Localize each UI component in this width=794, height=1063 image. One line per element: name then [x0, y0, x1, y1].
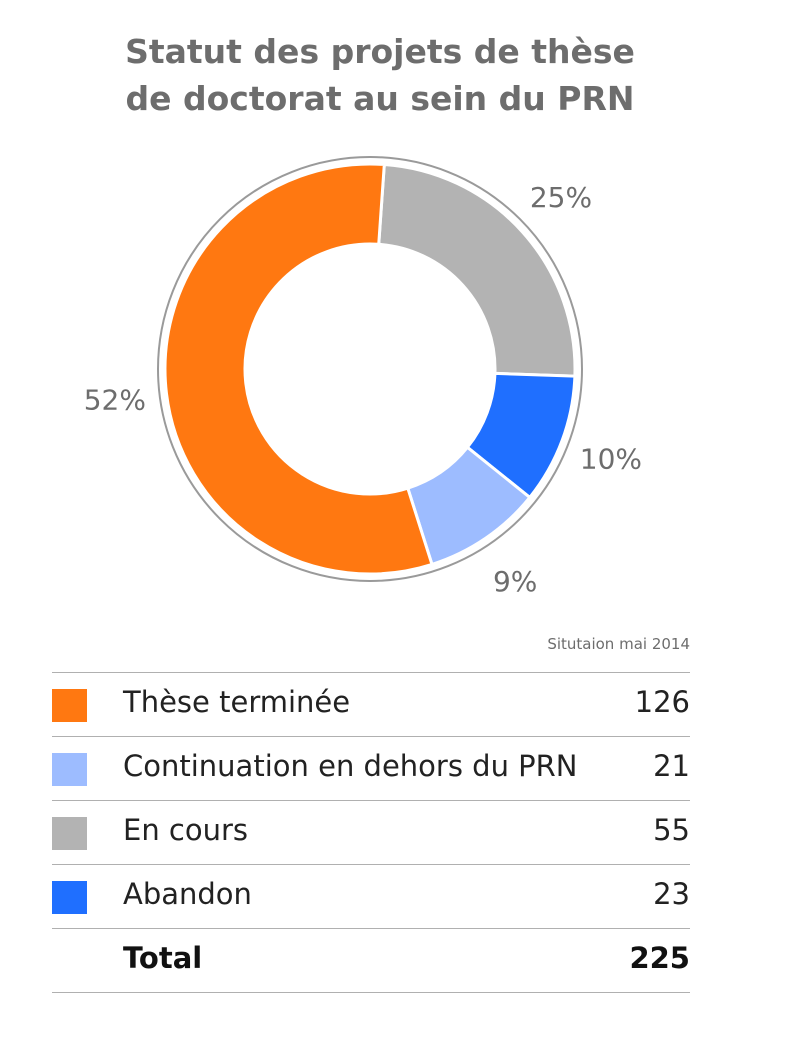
legend-label: Thèse terminée — [123, 685, 351, 719]
chart-title-line-2: de doctorat au sein du PRN — [125, 79, 635, 118]
legend-swatch — [52, 753, 87, 786]
chart-title-line-1: Statut des projets de thèse — [125, 32, 635, 71]
legend-row: Continuation en dehors du PRN 21 — [52, 737, 690, 801]
total-label: Total — [123, 941, 203, 975]
legend-swatch — [52, 881, 87, 914]
legend-value: 21 — [653, 749, 690, 783]
legend-row: En cours 55 — [52, 801, 690, 865]
legend-swatch — [52, 817, 87, 850]
percent-label: 9% — [493, 565, 537, 598]
percent-label: 10% — [580, 443, 642, 476]
chart-title: Statut des projets de thèse de doctorat … — [0, 28, 760, 122]
donut-outer-ring — [157, 156, 583, 582]
percent-label: 52% — [84, 383, 146, 416]
legend-row: Abandon 23 — [52, 865, 690, 929]
legend-row: Thèse terminée 126 — [52, 673, 690, 737]
donut-chart: 25% 10% 9% 52% — [84, 156, 642, 598]
legend-value: 23 — [653, 877, 690, 911]
total-value: 225 — [629, 941, 690, 975]
donut-slice — [163, 162, 434, 576]
donut-percent-labels: 25% 10% 9% 52% — [84, 181, 642, 598]
legend-label: Abandon — [123, 877, 252, 911]
percent-label: 25% — [530, 181, 592, 214]
legend-total-row: Total 225 — [52, 929, 690, 993]
source-note: Situtaion mai 2014 — [547, 635, 690, 653]
legend-label: Continuation en dehors du PRN — [123, 749, 578, 783]
donut-slice — [377, 162, 577, 378]
legend-label: En cours — [123, 813, 249, 847]
legend-table: Thèse terminée 126 Continuation en dehor… — [52, 672, 690, 993]
legend-value: 126 — [634, 685, 690, 719]
legend-value: 55 — [653, 813, 690, 847]
legend-swatch — [52, 689, 87, 722]
donut-slices — [163, 162, 577, 576]
